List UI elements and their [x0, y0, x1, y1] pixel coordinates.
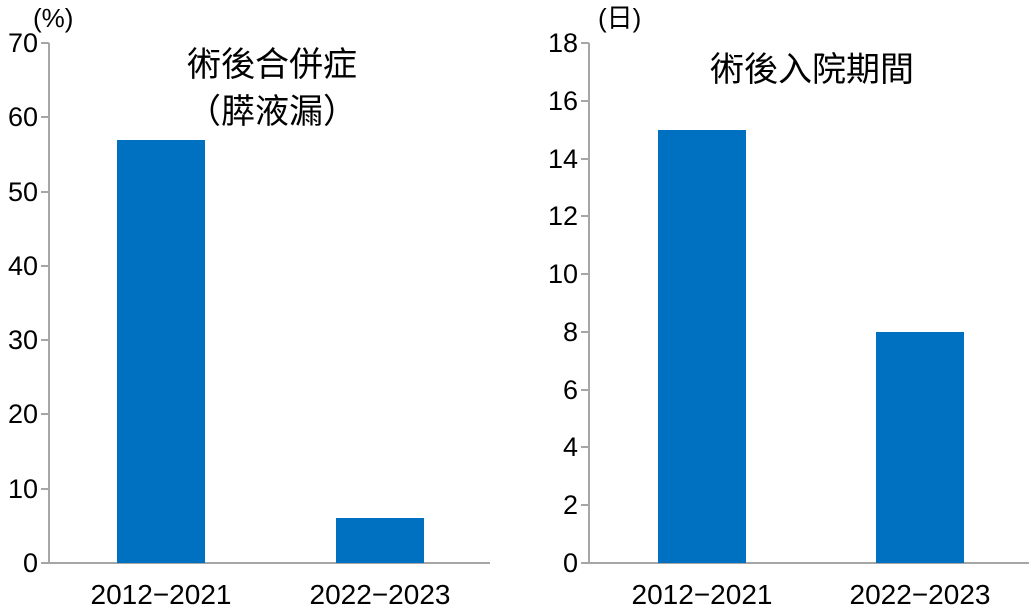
y-axis-tick-mark: [581, 157, 589, 160]
y-axis-tick-mark: [581, 562, 589, 564]
y-axis-tick-label: 18: [547, 28, 578, 58]
y-axis-tick-mark: [581, 330, 589, 333]
y-axis-tick-mark: [41, 42, 49, 44]
y-axis-tick-mark: [41, 487, 49, 490]
y-axis-tick-label: 6: [562, 374, 578, 405]
y-axis-tick-mark: [41, 264, 49, 267]
y-axis-tick-label: 40: [7, 250, 38, 281]
x-axis-category-label: 2022−2023: [849, 579, 991, 610]
y-axis-tick-mark: [581, 273, 589, 276]
y-axis-tick-label: 0: [562, 548, 578, 578]
x-axis-line: [588, 562, 1029, 564]
y-axis-tick-label: 14: [547, 143, 578, 174]
chart-postop-complications: (%) 術後合併症 （膵液漏） 0 10 20 30 40 50 60 70 2012−2021…: [7, 3, 490, 610]
bar-2022−2023: [336, 518, 424, 563]
y-axis-tick-mark: [581, 446, 589, 449]
bar-2022−2023: [876, 331, 964, 563]
y-axis-tick-mark: [581, 99, 589, 102]
y-axis-tick-label: 4: [562, 432, 578, 463]
y-axis-tick-label: 10: [7, 473, 38, 504]
bar-2012−2021: [658, 129, 746, 563]
x-axis-category-label: 2012−2021: [90, 579, 232, 610]
chart-title-line: （膵液漏）: [187, 93, 357, 131]
x-axis-line: [48, 562, 490, 564]
chart-title-line: 術後合併症: [187, 46, 357, 84]
y-axis-tick-label: 12: [547, 201, 578, 232]
chart-title-line: 術後入院期間: [710, 51, 914, 89]
y-axis-tick-mark: [41, 562, 49, 564]
y-axis-tick-label: 20: [7, 399, 38, 430]
y-axis-tick-mark: [41, 339, 49, 342]
y-axis-tick-label: 10: [547, 259, 578, 290]
y-axis-tick-mark: [41, 190, 49, 193]
y-axis-tick-label: 60: [7, 102, 38, 133]
y-axis-tick-label: 16: [547, 85, 578, 116]
y-axis-tick-mark: [581, 504, 589, 507]
y-axis-tick-label: 8: [562, 316, 578, 347]
y-axis-tick-mark: [581, 215, 589, 218]
y-axis-unit-label: (日): [598, 3, 642, 33]
y-axis-tick-label: 2: [562, 490, 578, 521]
chart-title: 術後入院期間: [710, 47, 914, 94]
y-axis-tick-label: 0: [22, 548, 38, 578]
x-axis-category-label: 2012−2021: [631, 579, 773, 610]
y-axis-tick-mark: [581, 388, 589, 391]
chart-postop-hospital-stay: (日) 術後入院期間 0 2 4 6 8 10 12 14 16 18 2012−2021 2022…: [516, 0, 1032, 614]
chart-title: 術後合併症 （膵液漏）: [187, 42, 357, 136]
y-axis-tick-label: 70: [7, 28, 38, 58]
y-axis-line: [48, 43, 50, 564]
y-axis-line: [588, 43, 590, 564]
y-axis-unit-label: (%): [33, 3, 74, 33]
y-axis-tick-mark: [581, 42, 589, 44]
y-axis-tick-label: 50: [7, 176, 38, 207]
x-axis-category-label: 2022−2023: [309, 579, 451, 610]
y-axis-tick-mark: [41, 116, 49, 119]
y-axis-tick-label: 30: [7, 325, 38, 356]
bar-2012−2021: [117, 139, 205, 563]
y-axis-tick-mark: [41, 413, 49, 416]
